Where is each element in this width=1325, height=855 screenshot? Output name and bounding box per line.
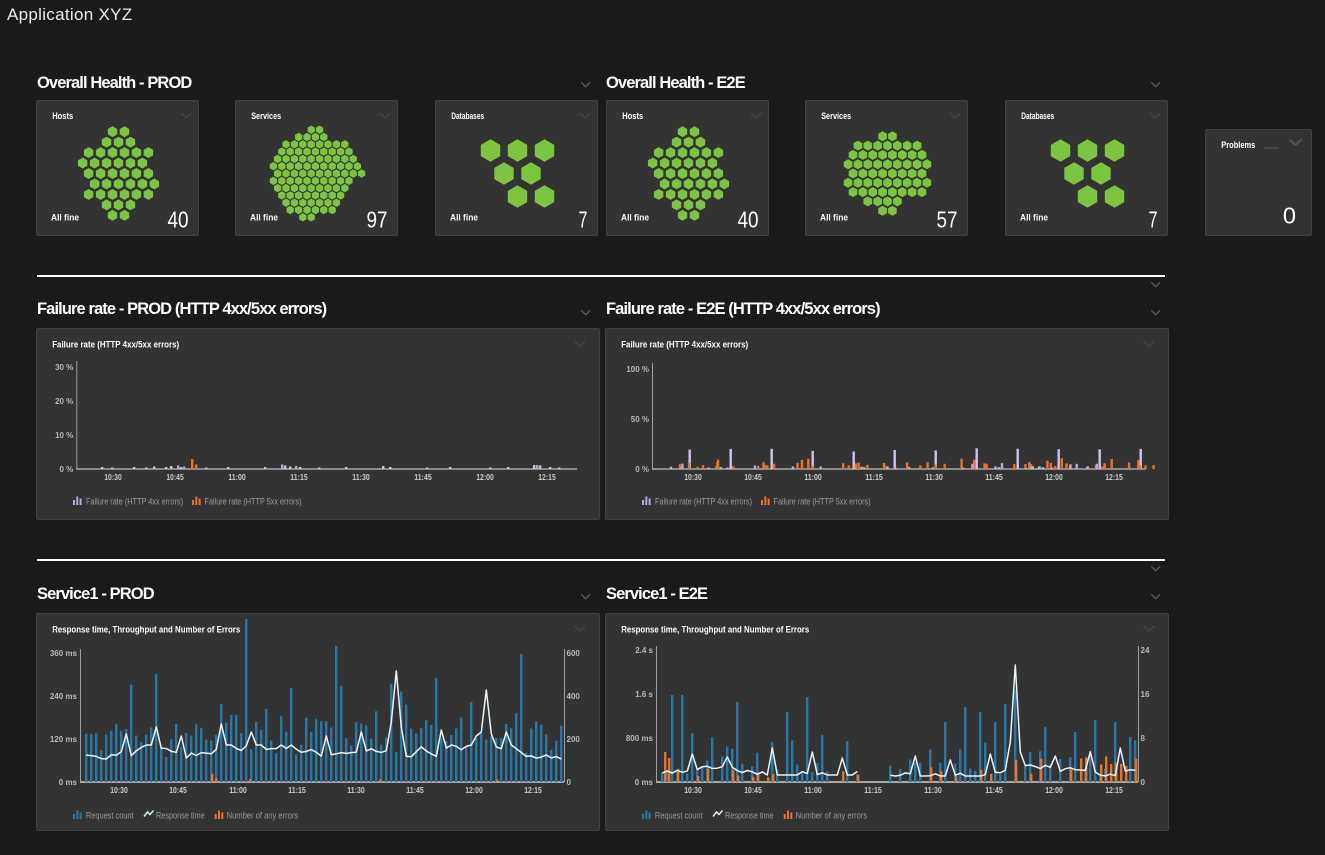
svg-text:11:45: 11:45 [985, 785, 1003, 795]
svg-text:240 ms: 240 ms [50, 692, 78, 701]
svg-text:12:00: 12:00 [1045, 472, 1063, 482]
svg-text:Databases: Databases [451, 111, 484, 121]
svg-text:Hosts: Hosts [52, 111, 73, 121]
svg-text:11:00: 11:00 [228, 472, 246, 482]
svg-text:Hosts: Hosts [622, 111, 643, 121]
svg-text:10:45: 10:45 [169, 785, 187, 795]
svg-text:10:30: 10:30 [110, 785, 128, 795]
svg-text:Failure rate (HTTP 5xx errors): Failure rate (HTTP 5xx errors) [205, 497, 302, 507]
svg-text:40: 40 [168, 206, 189, 232]
svg-text:10 %: 10 % [55, 431, 73, 440]
svg-text:Failure rate (HTTP 4xx/5xx err: Failure rate (HTTP 4xx/5xx errors) [52, 340, 179, 350]
svg-text:12:15: 12:15 [1105, 785, 1123, 795]
svg-text:10:30: 10:30 [104, 472, 122, 482]
svg-text:400: 400 [567, 692, 581, 701]
svg-text:0 %: 0 % [635, 465, 649, 474]
svg-text:Request count: Request count [655, 811, 703, 821]
svg-text:7: 7 [1149, 206, 1158, 232]
svg-text:800 ms: 800 ms [626, 734, 654, 743]
svg-text:Failure rate (HTTP 4xx/5xx err: Failure rate (HTTP 4xx/5xx errors) [621, 340, 748, 350]
svg-text:Failure rate (HTTP 5xx errors): Failure rate (HTTP 5xx errors) [774, 497, 871, 507]
svg-text:30 %: 30 % [55, 363, 73, 372]
svg-text:0 ms: 0 ms [59, 778, 78, 787]
svg-text:Problems: Problems [1221, 140, 1255, 150]
svg-text:10:45: 10:45 [166, 472, 184, 482]
svg-text:Response time: Response time [156, 811, 205, 821]
svg-text:Databases: Databases [1021, 111, 1054, 121]
svg-text:40: 40 [738, 206, 759, 232]
svg-text:Services: Services [251, 111, 281, 121]
svg-text:11:45: 11:45 [414, 472, 432, 482]
svg-text:Response time, Throughput and: Response time, Throughput and Number of … [621, 625, 809, 635]
svg-text:11:15: 11:15 [865, 472, 883, 482]
svg-text:12:00: 12:00 [1045, 785, 1063, 795]
svg-text:12:15: 12:15 [524, 785, 542, 795]
svg-text:Request count: Request count [86, 811, 134, 821]
svg-text:All fine: All fine [450, 213, 478, 223]
svg-text:0: 0 [567, 778, 572, 787]
svg-text:0: 0 [1141, 778, 1146, 787]
svg-text:0 %: 0 % [60, 465, 74, 474]
svg-text:50 %: 50 % [631, 415, 649, 424]
svg-text:All fine: All fine [820, 213, 848, 223]
svg-text:20 %: 20 % [55, 397, 73, 406]
svg-text:11:15: 11:15 [864, 785, 882, 795]
svg-text:Number of any errors: Number of any errors [796, 811, 868, 821]
svg-text:Failure rate (HTTP 4xx errors): Failure rate (HTTP 4xx errors) [86, 497, 183, 507]
svg-text:11:45: 11:45 [985, 472, 1003, 482]
svg-text:100 %: 100 % [626, 365, 649, 374]
svg-text:0: 0 [1283, 203, 1296, 229]
svg-text:Failure rate (HTTP 4xx errors): Failure rate (HTTP 4xx errors) [655, 497, 752, 507]
svg-text:360 ms: 360 ms [50, 649, 78, 658]
svg-text:All fine: All fine [621, 213, 649, 223]
svg-text:2.4 s: 2.4 s [635, 646, 653, 655]
svg-text:97: 97 [367, 206, 388, 232]
svg-text:11:30: 11:30 [924, 785, 942, 795]
svg-text:200: 200 [567, 735, 581, 744]
svg-text:Response time: Response time [725, 811, 774, 821]
svg-text:11:30: 11:30 [925, 472, 943, 482]
svg-text:24: 24 [1141, 646, 1150, 655]
svg-text:Services: Services [821, 111, 851, 121]
svg-text:All fine: All fine [1020, 213, 1048, 223]
svg-text:16: 16 [1141, 690, 1150, 699]
svg-text:1.6 s: 1.6 s [635, 690, 653, 699]
svg-text:7: 7 [579, 206, 588, 232]
svg-text:120 ms: 120 ms [50, 735, 78, 744]
svg-text:11:30: 11:30 [352, 472, 370, 482]
svg-text:12:00: 12:00 [465, 785, 483, 795]
svg-text:All fine: All fine [51, 213, 79, 223]
svg-text:Response time, Throughput and: Response time, Throughput and Number of … [52, 625, 240, 635]
svg-text:10:45: 10:45 [744, 785, 762, 795]
svg-text:600: 600 [567, 649, 581, 658]
svg-text:11:00: 11:00 [804, 472, 822, 482]
svg-text:11:15: 11:15 [290, 472, 308, 482]
svg-text:57: 57 [937, 206, 958, 232]
svg-text:10:45: 10:45 [744, 472, 762, 482]
svg-text:12:00: 12:00 [476, 472, 494, 482]
svg-text:11:45: 11:45 [406, 785, 424, 795]
svg-text:11:15: 11:15 [288, 785, 306, 795]
svg-text:10:30: 10:30 [684, 472, 702, 482]
svg-text:12:15: 12:15 [1105, 472, 1123, 482]
svg-text:0 ms: 0 ms [635, 778, 654, 787]
svg-text:12:15: 12:15 [538, 472, 556, 482]
svg-text:11:30: 11:30 [347, 785, 365, 795]
svg-text:10:30: 10:30 [684, 785, 702, 795]
svg-text:11:00: 11:00 [804, 785, 822, 795]
svg-text:8: 8 [1141, 734, 1146, 743]
svg-text:Number of any errors: Number of any errors [227, 811, 299, 821]
svg-text:All fine: All fine [250, 213, 278, 223]
svg-text:11:00: 11:00 [229, 785, 247, 795]
